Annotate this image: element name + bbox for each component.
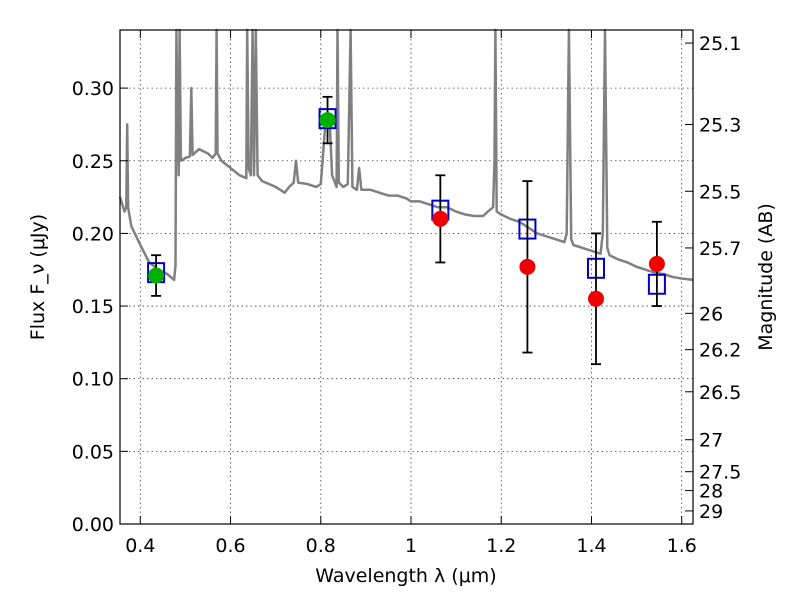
y-tick-label: 0.10 <box>72 369 114 391</box>
y-right-tick-label: 26.2 <box>699 340 741 362</box>
y-right-tick-label: 25.5 <box>699 181 741 203</box>
observed-flux-point <box>432 210 449 227</box>
y-right-tick-label: 25.3 <box>699 114 741 136</box>
y-right-tick-label: 27 <box>699 430 723 452</box>
x-tick-label: 1 <box>405 535 417 557</box>
axis-ticks: 0.4 0.6 0.8 1 1.2 1.4 1.6 0.00 0.05 0.10 0.15 0.20 0… <box>72 30 741 557</box>
x-tick-label: 0.4 <box>125 535 155 557</box>
y-tick-label: 0.30 <box>72 78 114 100</box>
grid-lines <box>120 30 693 525</box>
x-tick-label: 0.8 <box>306 535 336 557</box>
axes-frame <box>119 29 694 525</box>
x-axis-label: Wavelength λ (μm) <box>315 565 496 587</box>
y-tick-label: 0.25 <box>72 151 114 173</box>
y-axis-label: Flux F_ν (μJy) <box>27 214 49 340</box>
y-tick-label: 0.20 <box>72 223 114 245</box>
y-right-tick-label: 29 <box>699 501 723 523</box>
y-right-tick-label: 27.5 <box>699 462 741 484</box>
x-tick-label: 0.6 <box>215 535 245 557</box>
observed-flux-point <box>319 112 336 129</box>
observed-flux-point <box>519 258 536 275</box>
y-right-tick-label: 25.7 <box>699 238 741 260</box>
observed-flux-point <box>587 290 604 307</box>
y-tick-label: 0.00 <box>72 514 114 536</box>
y-right-tick-label: 25.1 <box>699 33 741 55</box>
x-tick-label: 1.6 <box>667 535 697 557</box>
x-tick-label: 1.2 <box>486 535 516 557</box>
y-right-tick-label: 26.5 <box>699 382 741 404</box>
observed-flux-point <box>648 255 665 272</box>
model-spectrum-line <box>118 28 694 282</box>
y-right-tick-label: 28 <box>699 481 723 503</box>
y-axis-right-label: Magnitude (AB) <box>755 203 777 351</box>
y-right-tick-label: 26 <box>699 303 723 325</box>
observed-flux-point <box>148 267 165 284</box>
x-tick-label: 1.4 <box>576 535 606 557</box>
y-tick-label: 0.15 <box>72 296 114 318</box>
plot-area <box>118 28 694 366</box>
y-tick-label: 0.05 <box>72 441 114 463</box>
